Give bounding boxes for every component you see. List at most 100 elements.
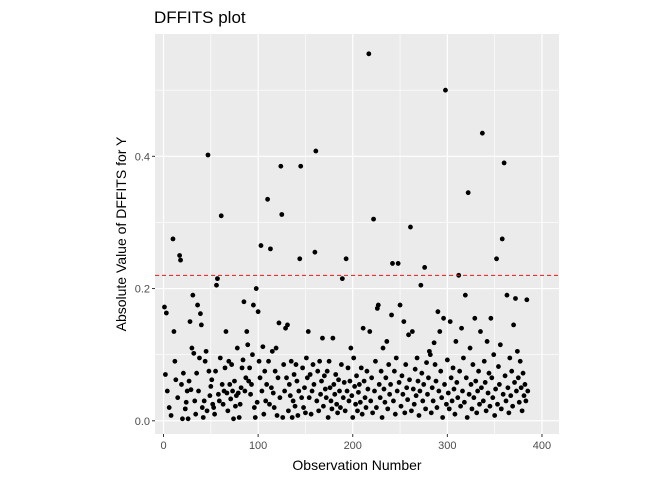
data-point <box>286 382 292 387</box>
data-point <box>197 355 202 361</box>
data-point <box>430 398 436 404</box>
data-point <box>285 322 290 328</box>
data-point <box>341 380 347 385</box>
y-axis-title: Absolute Value of DFFITS for Y <box>113 136 129 331</box>
data-point <box>281 362 287 367</box>
data-point <box>192 398 198 404</box>
data-point <box>509 368 515 374</box>
data-point <box>389 312 394 318</box>
data-point <box>253 286 259 291</box>
x-axis-title: Observation Number <box>292 457 422 473</box>
data-point <box>498 406 504 412</box>
data-point <box>391 398 396 404</box>
data-point <box>471 395 477 401</box>
data-point <box>259 388 265 394</box>
data-point <box>407 377 412 383</box>
data-point <box>421 382 427 387</box>
data-point <box>386 362 392 367</box>
data-point <box>273 345 279 351</box>
data-point <box>245 342 251 348</box>
data-point <box>178 257 183 263</box>
data-point <box>492 413 498 418</box>
data-point <box>445 390 451 396</box>
data-point <box>422 264 428 270</box>
data-point <box>427 352 433 358</box>
data-point <box>213 368 218 374</box>
data-point <box>313 148 319 154</box>
data-point <box>303 355 309 361</box>
data-point <box>458 403 464 409</box>
data-point <box>522 382 528 387</box>
data-point <box>244 329 250 334</box>
data-point <box>405 397 411 403</box>
data-point <box>321 403 326 409</box>
data-point <box>335 410 341 416</box>
data-point <box>360 325 366 331</box>
data-point <box>332 391 338 397</box>
data-point <box>219 382 225 387</box>
data-point <box>268 246 273 252</box>
data-point <box>380 345 386 351</box>
data-point <box>437 329 443 334</box>
data-point <box>372 388 377 394</box>
data-point <box>270 390 276 396</box>
data-point <box>452 411 458 417</box>
data-point <box>501 160 507 166</box>
data-point <box>390 261 395 266</box>
data-point <box>490 395 496 401</box>
data-point <box>510 403 516 409</box>
data-point <box>361 378 367 384</box>
data-point <box>195 302 200 308</box>
data-point <box>479 385 484 391</box>
data-point <box>171 329 177 334</box>
data-point <box>207 393 213 399</box>
data-point <box>162 304 167 310</box>
y-tick-label: 0.4 <box>135 151 150 163</box>
data-point <box>330 335 336 341</box>
data-point <box>391 368 397 374</box>
data-point <box>163 310 169 316</box>
data-point <box>250 352 255 358</box>
data-point <box>182 406 188 412</box>
data-point <box>188 387 194 393</box>
data-point <box>368 398 374 404</box>
y-tick-label: 0.0 <box>135 416 150 428</box>
data-point <box>222 365 228 371</box>
data-point <box>450 365 456 371</box>
data-point <box>272 368 278 374</box>
data-point <box>164 388 170 394</box>
data-point <box>373 358 378 364</box>
data-point <box>177 253 182 258</box>
data-point <box>278 163 284 169</box>
data-point <box>199 405 205 410</box>
data-point <box>353 401 358 407</box>
data-point <box>240 357 246 363</box>
data-point <box>446 406 452 412</box>
chart-title: DFFITS plot <box>154 8 246 27</box>
data-point <box>317 358 323 364</box>
data-point <box>289 415 295 420</box>
data-point <box>494 256 499 262</box>
data-point <box>185 416 191 422</box>
major-gridlines <box>155 34 559 434</box>
data-point <box>489 375 495 381</box>
data-point <box>410 386 416 392</box>
data-point <box>476 368 481 374</box>
data-point <box>324 368 330 374</box>
data-point <box>309 388 315 394</box>
data-point <box>336 377 341 383</box>
data-point <box>226 358 232 364</box>
data-point <box>444 401 449 407</box>
data-point <box>180 416 185 422</box>
data-point <box>515 375 521 381</box>
data-point <box>301 405 306 410</box>
data-point <box>291 372 297 377</box>
data-point <box>460 388 465 394</box>
data-point <box>218 213 224 219</box>
data-point <box>329 406 335 412</box>
data-point <box>321 373 327 379</box>
data-point <box>385 406 391 412</box>
data-point <box>357 399 363 405</box>
data-point <box>334 401 340 407</box>
data-point <box>265 196 270 202</box>
